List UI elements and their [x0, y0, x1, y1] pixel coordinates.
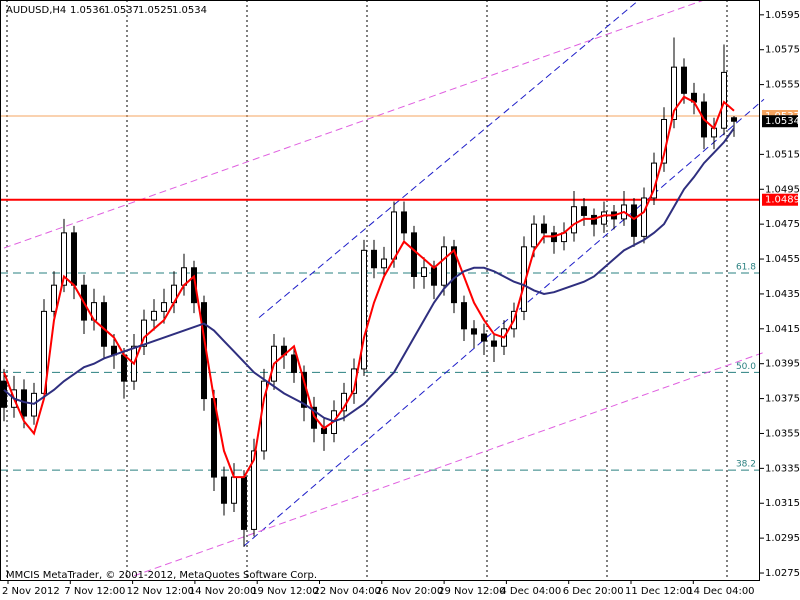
candle-body [241, 476, 247, 530]
price-box [762, 193, 798, 206]
y-tick-label: 1.0355 [765, 428, 800, 439]
candle-body [581, 206, 587, 216]
candle-body [231, 476, 237, 504]
candle-body [151, 310, 157, 321]
price-box-label: 1.0489 [765, 195, 800, 206]
trendline [3, 0, 705, 249]
y-tick-label: 1.0515 [765, 149, 800, 160]
plot-area: 61.8 50.0 38.2 [0, 0, 765, 580]
fib-label: 61.8 [736, 262, 756, 272]
x-tick-label: 4 Dec 04:00 [500, 586, 561, 597]
bid-label: 1.0534 [765, 116, 800, 127]
x-tick-label: 26 Nov 20:00 [376, 586, 443, 597]
candle-body [251, 450, 257, 530]
candle-body [101, 302, 107, 347]
y-tick-label: 1.0455 [765, 254, 800, 265]
candle-body [141, 319, 147, 347]
candle-body [481, 333, 487, 342]
x-tick-label: 14 Dec 04:00 [687, 586, 754, 597]
x-tick-label: 7 Nov 12:00 [64, 586, 125, 597]
candle-body [681, 66, 687, 94]
y-tick-label: 1.0555 [765, 80, 800, 91]
candle-body [451, 246, 457, 304]
candle-body [731, 117, 737, 122]
candle-body [51, 284, 57, 312]
y-tick-label: 1.0595 [765, 10, 800, 21]
candle-body [121, 354, 127, 382]
candle-body [721, 71, 727, 129]
chart-title: AUDUSD,H4 [6, 5, 66, 16]
x-tick-label: 29 Nov 12:00 [438, 586, 505, 597]
y-tick-label: 1.0395 [765, 359, 800, 370]
y-tick-label: 1.0315 [765, 498, 800, 509]
candle-body [431, 267, 437, 286]
candle-body [441, 246, 447, 286]
x-tick-label: 19 Nov 12:00 [251, 586, 318, 597]
candle-body [381, 258, 387, 269]
header-ohlc: 1.0525 [138, 5, 173, 16]
candle-body [571, 206, 577, 234]
x-tick-label: 2 Nov 2012 [2, 586, 60, 597]
y-tick-label: 1.0435 [765, 289, 800, 300]
x-tick-label: 12 Nov 12:00 [127, 586, 194, 597]
candle-body [641, 197, 647, 237]
candle-body [531, 223, 537, 248]
candle-body [411, 232, 417, 277]
candle-body [631, 204, 637, 237]
y-tick-label: 1.0375 [765, 394, 800, 405]
candle-body [421, 267, 427, 277]
header-ohlc: 1.0534 [172, 5, 207, 16]
trendline [133, 351, 765, 577]
candle-body [191, 267, 197, 304]
candle-body [461, 302, 467, 330]
y-tick-label: 1.0275 [765, 568, 800, 579]
x-tick-label: 14 Nov 20:00 [189, 586, 256, 597]
moving-average [3, 95, 735, 479]
y-tick-label: 1.0295 [765, 533, 800, 544]
candle-body [61, 232, 67, 286]
x-tick-label: 6 Dec 20:00 [563, 586, 624, 597]
header-ohlc: 1.0537 [104, 5, 139, 16]
candle-body [391, 211, 397, 260]
candle-body [1, 380, 7, 408]
candle-body [601, 211, 607, 225]
candle-body [161, 302, 167, 312]
header-ohlc: 1.0536 [70, 5, 105, 16]
bid-box [762, 115, 798, 128]
y-tick-label: 1.0575 [765, 45, 800, 56]
candle-body [361, 249, 367, 370]
trendline [258, 0, 640, 319]
y-tick-label: 1.0475 [765, 219, 800, 230]
candle-body [491, 340, 497, 347]
fib-label: 38.2 [736, 460, 756, 470]
moving-average [3, 127, 735, 423]
plot-frame [0, 0, 760, 581]
candle-body [541, 223, 547, 234]
x-tick-label: 11 Dec 12:00 [625, 586, 692, 597]
copyright: MMCIS MetaTrader, © 2001-2012, MetaQuote… [6, 570, 317, 581]
candle-body [291, 354, 297, 373]
fib-label: 50.0 [736, 362, 756, 372]
y-tick-label: 1.0335 [765, 463, 800, 474]
y-tick-label: 1.0415 [765, 324, 800, 335]
x-tick-label: 22 Nov 04:00 [314, 586, 381, 597]
candle-body [71, 232, 77, 286]
candle-body [371, 249, 377, 269]
candle-body [401, 211, 407, 234]
candle-body [471, 328, 477, 335]
candle-body [671, 66, 677, 120]
candle-body [221, 476, 227, 504]
y-tick-label: 1.0495 [765, 184, 800, 195]
